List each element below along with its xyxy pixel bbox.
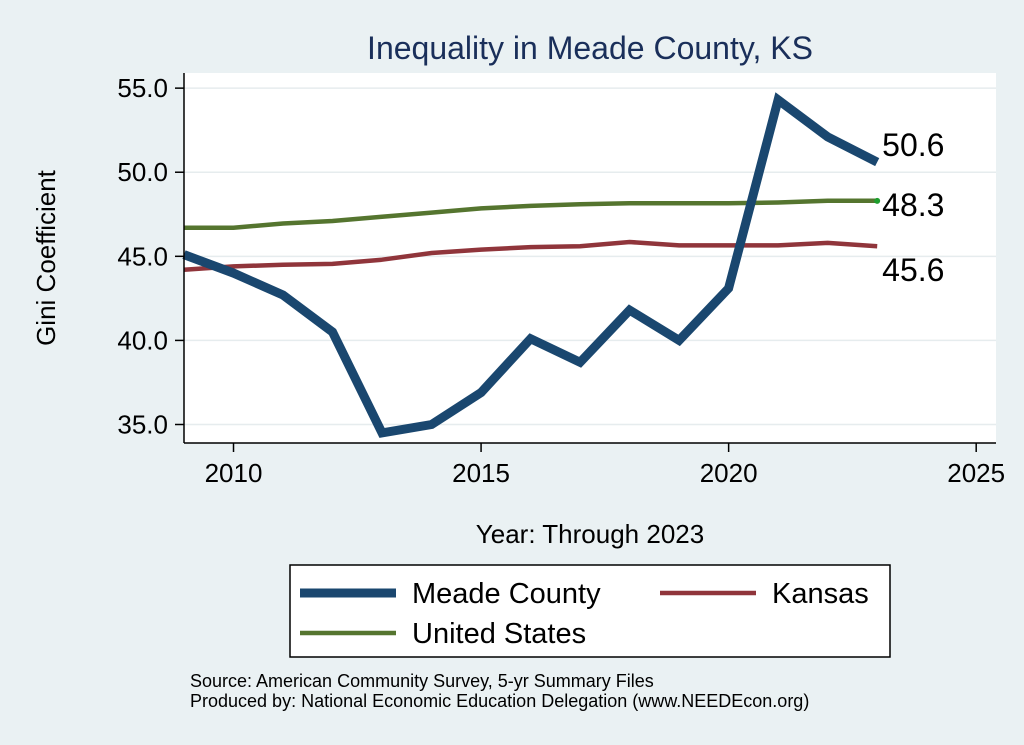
legend-label-kansas: Kansas bbox=[772, 578, 869, 610]
x-tick-label: 2025 bbox=[947, 458, 1005, 488]
x-tick-label: 2015 bbox=[452, 458, 510, 488]
end-marker-united-states bbox=[874, 197, 881, 204]
end-labels: 50.6 48.3 45.6 bbox=[882, 127, 944, 288]
y-tick-label: 35.0 bbox=[117, 410, 168, 440]
legend-box bbox=[289, 564, 891, 658]
legend-label-united-states: United States bbox=[412, 618, 586, 650]
source-line: Source: American Community Survey, 5-yr … bbox=[190, 671, 654, 691]
axes: 35.0 40.0 45.0 50.0 55.0 2010 2015 2020 2025 bbox=[117, 73, 1005, 488]
gridlines bbox=[184, 87, 996, 426]
end-label-kansas: 45.6 bbox=[882, 252, 944, 288]
source-notes: Source: American Community Survey, 5-yr … bbox=[190, 671, 809, 711]
series-lines bbox=[182, 92, 881, 438]
chart-title: Inequality in Meade County, KS bbox=[367, 30, 813, 66]
plot-area bbox=[184, 73, 996, 443]
producer-line: Produced by: National Economic Education… bbox=[190, 691, 810, 711]
series-line-kansas bbox=[183, 239, 878, 273]
end-label-meade-county: 50.6 bbox=[882, 127, 944, 163]
x-axis-title: Year: Through 2023 bbox=[476, 519, 704, 549]
legend: Meade County Kansas United States bbox=[289, 564, 891, 658]
y-tick-label: 40.0 bbox=[117, 325, 168, 355]
series-line-united-states bbox=[184, 198, 878, 230]
series-line-meade-county bbox=[182, 92, 880, 438]
y-axis-title: Gini Coefficient bbox=[31, 169, 61, 346]
x-tick-label: 2010 bbox=[205, 458, 263, 488]
end-label-united-states: 48.3 bbox=[882, 187, 944, 223]
y-tick-label: 50.0 bbox=[117, 157, 168, 187]
legend-label-meade-county: Meade County bbox=[412, 578, 601, 610]
y-tick-label: 45.0 bbox=[117, 241, 168, 271]
y-tick-label: 55.0 bbox=[117, 73, 168, 103]
x-tick-label: 2020 bbox=[700, 458, 758, 488]
